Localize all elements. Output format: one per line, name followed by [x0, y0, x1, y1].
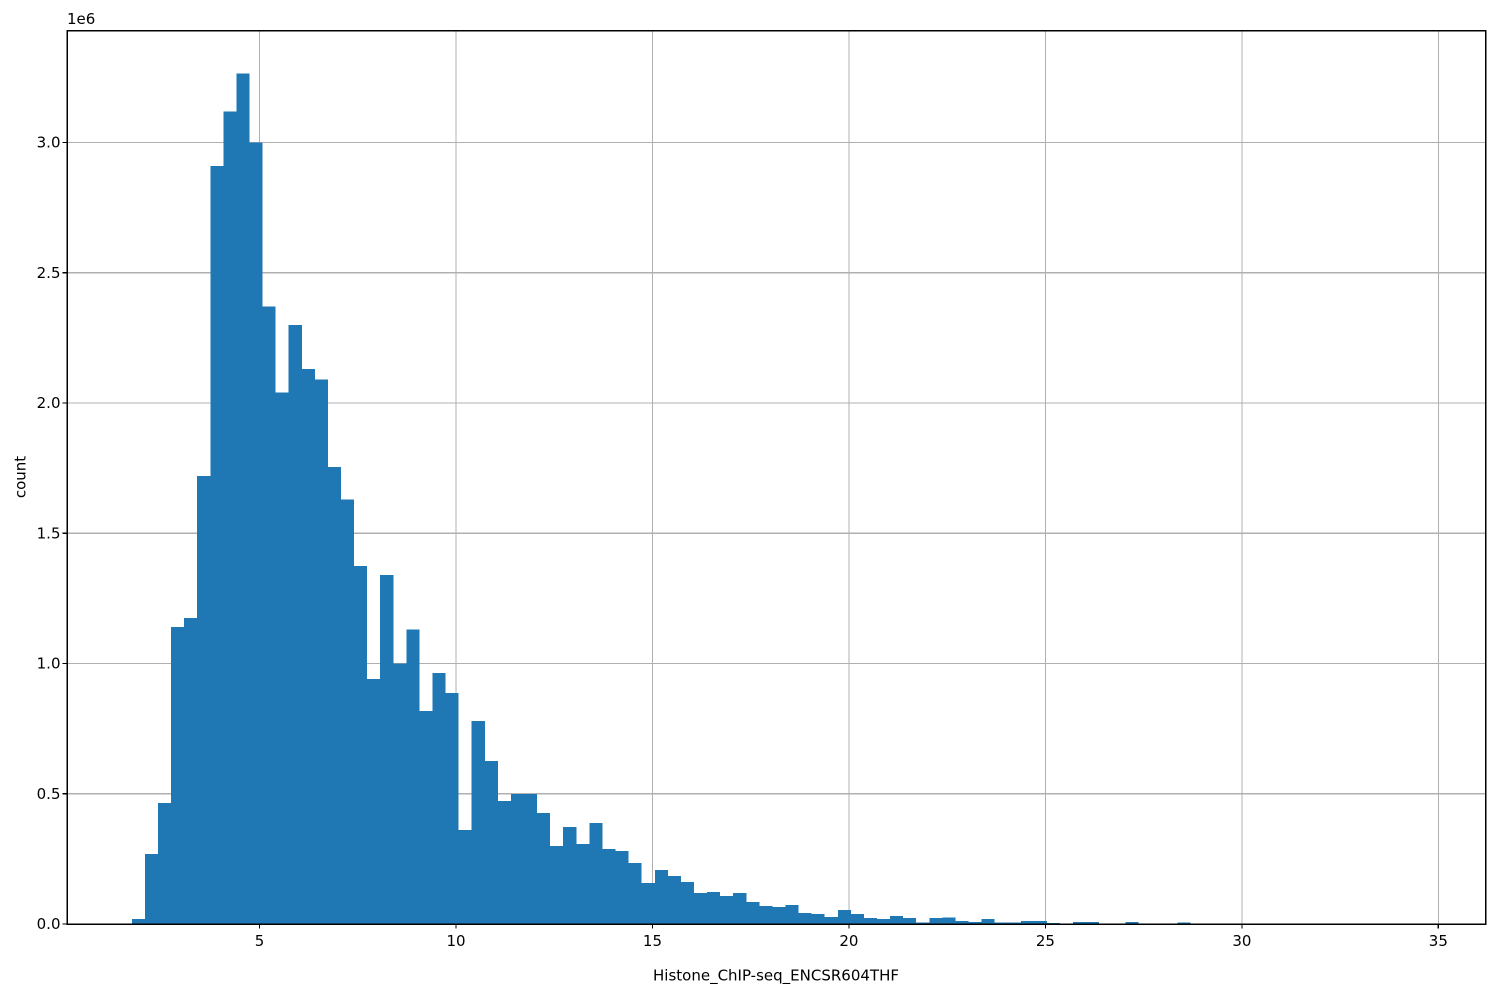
y-tick-label: 3.0	[37, 134, 61, 152]
histogram-bar	[550, 846, 564, 924]
histogram-bar	[759, 906, 773, 924]
histogram-bar	[798, 913, 812, 924]
y-tick-label: 2.0	[37, 394, 61, 412]
x-axis-label: Histone_ChIP-seq_ENCSR604THF	[653, 966, 899, 985]
histogram-bar	[942, 917, 956, 924]
histogram-bar	[1086, 921, 1100, 924]
histogram-bar	[262, 306, 276, 924]
histogram-bar	[968, 921, 982, 924]
histogram-bar	[367, 679, 381, 924]
histogram-bar	[589, 822, 603, 924]
tick-labels: 5 10 15 20 25 30 35 0.0 0.5 1.0 1.5 2.0 2.5 3.0	[37, 134, 1448, 950]
histogram-bar	[667, 876, 681, 924]
histogram-bars	[131, 73, 1191, 925]
histogram-bar	[236, 73, 250, 924]
histogram-bar	[693, 893, 708, 924]
histogram-bar	[275, 392, 289, 924]
histogram-bar	[1073, 921, 1087, 924]
x-tick-label: 15	[643, 932, 662, 950]
histogram-bar	[354, 565, 368, 924]
histogram-bar	[903, 918, 917, 924]
y-tick-label: 1.5	[37, 524, 61, 542]
histogram-bar	[1125, 922, 1139, 924]
histogram-bar	[288, 324, 302, 924]
histogram-bar	[733, 893, 747, 924]
histogram-bar	[184, 618, 198, 924]
histogram-bar	[720, 896, 734, 924]
histogram-bar	[197, 475, 211, 924]
y-tick-label: 0.0	[37, 915, 61, 933]
histogram-bar	[890, 916, 904, 924]
histogram-bar	[955, 920, 969, 924]
histogram-bar	[445, 692, 459, 924]
histogram-bar	[654, 870, 668, 924]
histogram-bar	[811, 914, 825, 924]
histogram-bar	[171, 627, 185, 924]
histogram-bar	[785, 904, 799, 924]
histogram-bar	[210, 165, 224, 924]
y-axis-label: count	[11, 455, 30, 499]
tick-marks	[62, 141, 1439, 929]
histogram-bar	[1020, 920, 1034, 924]
x-tick-label: 30	[1232, 932, 1251, 950]
histogram-bar	[876, 918, 891, 924]
histogram-bar	[314, 379, 328, 924]
histogram-bar	[746, 902, 760, 924]
histogram-bar	[341, 499, 355, 924]
histogram-bar	[1033, 920, 1047, 924]
histogram-bar	[863, 918, 877, 924]
histogram-bar	[144, 853, 158, 924]
histogram-bar	[327, 466, 342, 924]
histogram-bar	[380, 574, 394, 924]
histogram-bar	[850, 914, 864, 924]
histogram-bar	[602, 848, 616, 924]
histogram-bar	[484, 760, 498, 924]
histogram-bar	[628, 863, 642, 924]
histogram-bar	[537, 813, 551, 924]
histogram-bar	[393, 663, 407, 924]
histogram-bar	[471, 721, 485, 924]
y-tick-label: 1.0	[37, 655, 61, 673]
y-tick-label: 2.5	[37, 264, 61, 282]
x-tick-label: 5	[255, 932, 265, 950]
histogram-bar	[615, 851, 629, 924]
y-axis-offset-label: 1e6	[67, 10, 96, 28]
histogram-bar	[929, 918, 943, 924]
x-tick-label: 10	[446, 932, 465, 950]
histogram-bar	[249, 142, 263, 924]
x-tick-label: 20	[839, 932, 858, 950]
histogram-bar	[641, 883, 655, 924]
histogram-bar	[680, 882, 694, 924]
histogram-bar	[837, 909, 851, 924]
histogram-bar	[1177, 922, 1191, 924]
histogram-bar	[563, 827, 577, 924]
histogram-bar	[301, 369, 315, 925]
histogram-bar	[497, 801, 511, 924]
histogram-bar	[432, 673, 446, 924]
y-tick-label: 0.5	[37, 785, 61, 803]
histogram-bar	[824, 916, 838, 924]
histogram-bar	[157, 803, 172, 924]
axes-frame	[66, 29, 1487, 925]
histogram-bar	[916, 922, 930, 924]
histogram-bar	[981, 918, 995, 924]
histogram-bar	[576, 844, 590, 924]
histogram-bar	[510, 794, 525, 924]
histogram-bar	[406, 629, 420, 924]
x-tick-label: 35	[1429, 932, 1448, 950]
histogram-bar	[131, 919, 145, 924]
histogram-bar	[419, 711, 433, 924]
histogram-bar	[772, 907, 786, 924]
histogram-bar	[223, 111, 237, 924]
histogram-bar	[524, 794, 538, 924]
histogram-bar	[458, 829, 472, 924]
x-tick-label: 25	[1036, 932, 1055, 950]
histogram-bar	[707, 891, 721, 924]
